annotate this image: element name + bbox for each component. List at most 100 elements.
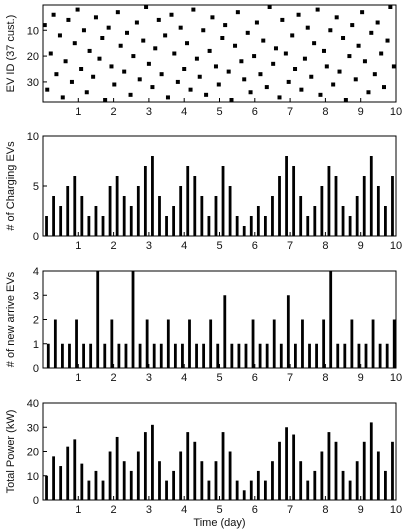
bar-mark: [61, 343, 64, 368]
x-tick-label: 9: [358, 240, 364, 252]
bar-mark: [179, 451, 183, 500]
ev-event-mark: [182, 67, 187, 71]
ev-event-mark: [343, 98, 348, 102]
bar-mark: [355, 461, 359, 500]
x-axis-label: Time (day): [193, 517, 245, 529]
y-tick-label: 20: [27, 447, 39, 459]
x-tick-label: 9: [358, 372, 364, 384]
bar-mark: [292, 166, 296, 236]
bar-mark: [279, 343, 283, 368]
bar-mark: [151, 156, 154, 236]
ev-event-mark: [188, 87, 193, 92]
bar-mark: [166, 319, 170, 368]
bar-mark: [214, 196, 218, 236]
bar-mark: [242, 490, 246, 500]
bar-mark: [53, 319, 57, 368]
ev-event-mark: [254, 20, 259, 25]
bar-mark: [200, 196, 204, 236]
bar-mark: [292, 434, 296, 500]
ev-event-mark: [312, 41, 317, 46]
chart-panel-3: 1 2 3 4 5 6 7 8 9 10 0 1 2 3 4 # of new arrive EVs: [5, 266, 402, 384]
ev-event-mark: [252, 54, 257, 59]
ev-event-mark: [366, 90, 371, 95]
bar-mark: [143, 432, 147, 500]
y-tick-label: 0: [33, 363, 39, 375]
x-tick-label: 7: [287, 240, 293, 252]
y-tick-label: 1: [33, 339, 39, 351]
x-tick-label: 6: [252, 240, 258, 252]
ev-event-mark: [233, 43, 238, 48]
y-tick-label: 40: [27, 398, 39, 410]
ev-event-mark: [309, 74, 314, 79]
bar-mark: [94, 206, 98, 236]
bar-mark: [249, 216, 253, 236]
bar-mark: [186, 166, 190, 236]
bar-mark: [195, 343, 198, 368]
bar-mark: [376, 186, 380, 236]
x-tick-label: 10: [390, 372, 402, 384]
ev-event-mark: [290, 33, 295, 38]
bar-mark: [131, 271, 135, 368]
ev-event-mark: [273, 46, 278, 51]
bar-mark: [306, 216, 310, 236]
bar-mark: [179, 186, 183, 236]
bar-mark: [136, 186, 140, 236]
bar-mark: [202, 343, 206, 368]
bar-mark: [159, 343, 163, 368]
bar-mark: [329, 271, 333, 368]
bar-mark: [299, 196, 303, 236]
ev-event-mark: [69, 79, 74, 84]
bar-mark: [278, 176, 281, 236]
ev-event-mark: [315, 7, 320, 12]
x-tick-label: 4: [181, 240, 187, 252]
ev-event-mark: [216, 82, 221, 87]
ev-event-mark: [185, 41, 190, 46]
ev-event-mark: [210, 15, 215, 20]
bar-mark: [193, 441, 197, 500]
x-tick-label: 5: [216, 504, 222, 516]
bar-mark: [145, 319, 149, 368]
ev-event-mark: [63, 59, 68, 64]
bar-mark: [369, 156, 373, 236]
plot-frame: [42, 4, 397, 103]
bar-mark: [376, 451, 380, 500]
bar-mark: [265, 343, 269, 368]
ev-event-mark: [341, 36, 346, 40]
ev-event-mark: [131, 54, 136, 59]
ev-event-mark: [353, 77, 358, 82]
x-tick-label: 7: [287, 372, 293, 384]
y-tick-label: 10: [27, 131, 39, 143]
x-tick-label: 2: [111, 372, 117, 384]
bar-mark: [251, 319, 255, 368]
x-tick-label: 6: [252, 106, 258, 118]
ev-event-mark: [391, 64, 396, 69]
x-tick-label: 1: [75, 106, 81, 118]
bar-mark: [322, 319, 326, 368]
bar-mark: [364, 343, 368, 368]
ev-event-mark: [356, 43, 361, 48]
bar-mark: [87, 216, 91, 236]
bar-mark: [320, 186, 324, 236]
bar-mark: [103, 343, 107, 368]
bar-mark: [286, 295, 290, 368]
bar-mark: [249, 480, 253, 500]
bar-mark: [301, 319, 304, 368]
bar-mark: [129, 470, 133, 500]
x-tick-label: 2: [111, 106, 117, 118]
bar-mark: [122, 196, 126, 236]
ev-event-mark: [229, 98, 234, 102]
ev-event-mark: [87, 48, 92, 53]
bar-mark: [188, 319, 191, 368]
bar-mark: [355, 196, 359, 236]
bar-mark: [122, 461, 126, 500]
bar-mark: [315, 343, 318, 368]
ev-event-mark: [235, 10, 240, 15]
chart-panel-4: 1 2 3 4 5 6 7 8 9 10 0 10 20 30 40 Total Power (kW) Time…: [5, 398, 402, 529]
bar-mark: [230, 343, 234, 368]
bar-mark: [115, 176, 119, 236]
y-tick-label: 4: [33, 266, 39, 278]
bar-mark: [285, 427, 288, 500]
ev-event-mark: [103, 98, 108, 102]
bar-mark: [271, 461, 274, 500]
bar-mark: [384, 470, 387, 500]
